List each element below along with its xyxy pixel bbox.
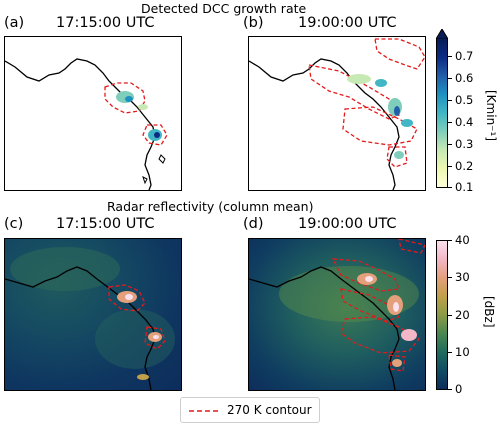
panel-b-time: 19:00:00 UTC	[298, 15, 397, 31]
colorbar-reflectivity	[436, 240, 448, 390]
reflectivity-core	[365, 276, 373, 282]
contour-270k	[386, 146, 408, 168]
coastline	[5, 266, 156, 390]
legend-label: 270 K contour	[227, 403, 312, 417]
panel-d-label: (d)	[243, 216, 264, 232]
panel-c-time: 17:15:00 UTC	[56, 216, 155, 232]
growth-blob	[138, 104, 148, 110]
coastline	[5, 58, 156, 190]
reflectivity-core	[393, 302, 399, 312]
colorbar-top-label: [Kmin⁻¹]	[484, 90, 498, 142]
colorbar-bottom-tick: 40	[455, 233, 470, 247]
colorbar-bottom-label: [dBz]	[482, 296, 496, 328]
panel-b-label: (b)	[243, 15, 264, 31]
coastline	[249, 266, 400, 390]
colorbar-bottom-tick: 20	[455, 308, 470, 322]
colorbar-extend-arrow	[436, 29, 448, 39]
growth-blob	[401, 119, 413, 127]
panel-a-time: 17:15:00 UTC	[56, 15, 155, 31]
colorbar-top-tick: 0.2	[455, 159, 474, 173]
colorbar-bottom-tick: 0	[455, 382, 463, 396]
panel-c-map	[4, 238, 182, 391]
growth-blob	[154, 132, 160, 138]
colorbar-top-tick: 0.3	[455, 137, 474, 151]
contour-270k	[308, 64, 400, 120]
legend: 270 K contour	[180, 397, 320, 423]
colorbar-top-tick: 0.6	[455, 71, 474, 85]
legend-dashed-line	[189, 410, 221, 412]
panel-b-map	[248, 36, 426, 191]
panel-c-label: (c)	[4, 216, 24, 232]
colorbar-bottom-tick: 10	[455, 345, 470, 359]
panel-d-map	[248, 238, 426, 391]
contour-270k	[340, 288, 401, 322]
growth-blob	[347, 74, 371, 84]
colorbar-top-tick: 0.7	[455, 49, 474, 63]
contour-270k	[398, 239, 425, 254]
reflectivity-core	[392, 359, 402, 367]
growth-blob	[125, 96, 133, 102]
colorbar-bottom-tick: 30	[455, 270, 470, 284]
contour-270k	[331, 258, 400, 292]
reflectivity-core	[153, 335, 159, 339]
panel-a-map	[4, 36, 182, 191]
contour-270k	[340, 316, 420, 354]
growth-blob	[394, 106, 400, 116]
top-section-title: Detected DCC growth rate	[141, 1, 307, 16]
panel-a-label: (a)	[4, 15, 25, 31]
panel-d-time: 19:00:00 UTC	[298, 216, 397, 232]
reflectivity-core	[401, 329, 417, 341]
coastline-islands	[142, 154, 166, 185]
contour-270k	[388, 354, 406, 372]
coastline	[249, 58, 400, 190]
colorbar-top-tick: 0.5	[455, 93, 474, 107]
contour-270k	[374, 38, 425, 70]
growth-blob	[394, 151, 404, 159]
contour-270k	[108, 284, 146, 312]
contour-270k	[142, 124, 168, 146]
contour-270k	[104, 82, 146, 114]
growth-blob	[375, 79, 387, 87]
colorbar-top-tick: 0.1	[455, 180, 474, 194]
bottom-section-title: Radar reflectivity (column mean)	[107, 199, 314, 214]
contour-270k	[144, 326, 166, 350]
reflectivity-core	[125, 294, 133, 300]
colorbar-top-tick: 0.4	[455, 115, 474, 129]
colorbar-growth-rate	[436, 38, 448, 188]
